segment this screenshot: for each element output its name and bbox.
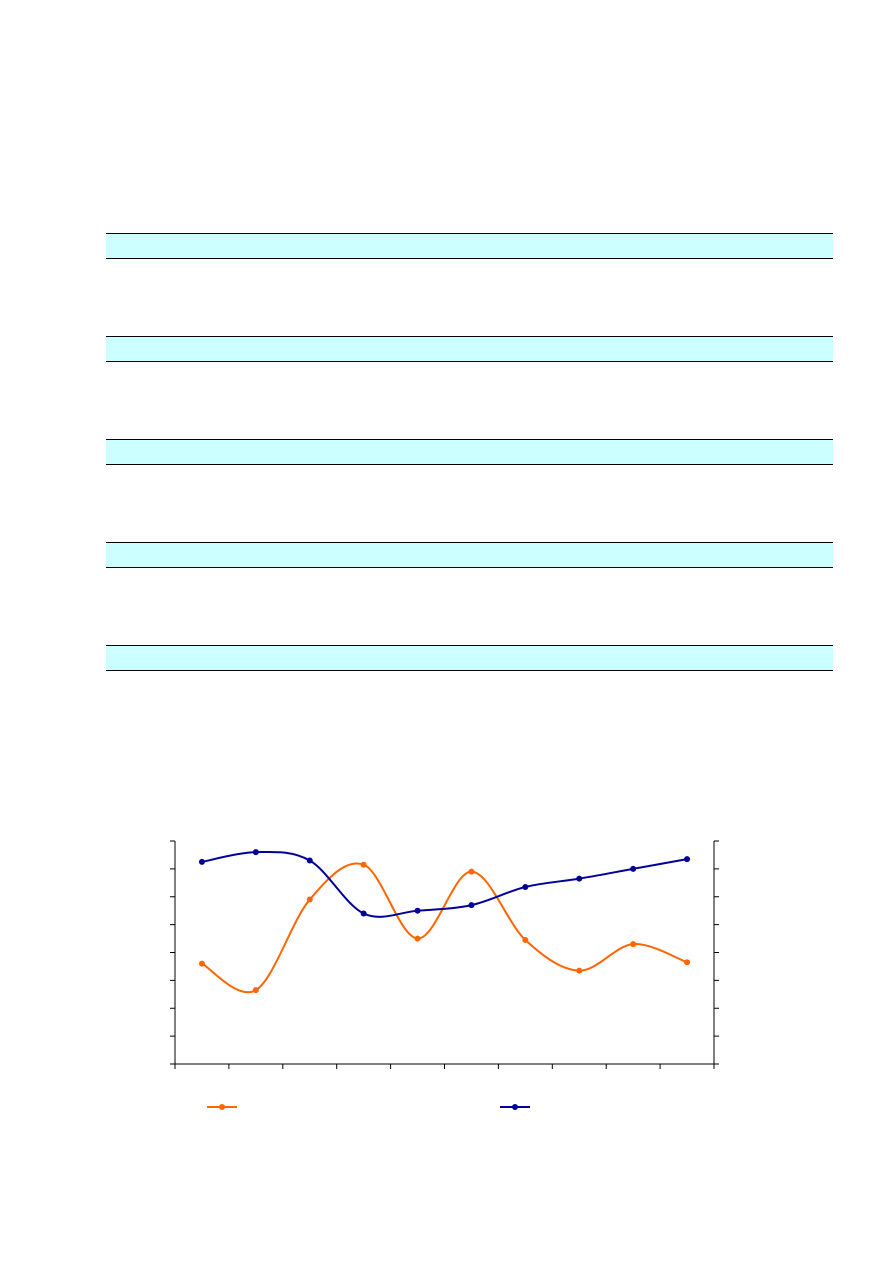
table-header-band <box>106 542 833 568</box>
series-line <box>201 862 688 994</box>
data-point <box>468 868 475 875</box>
table-header-band <box>106 336 833 362</box>
table-header-band <box>106 439 833 465</box>
data-point <box>684 856 691 863</box>
data-point <box>468 902 475 909</box>
table-header-band <box>106 233 833 259</box>
data-point <box>522 936 529 943</box>
data-point <box>198 960 205 967</box>
data-point <box>684 959 691 966</box>
legend-marker <box>512 1104 518 1110</box>
data-point <box>252 849 259 856</box>
data-point <box>522 883 529 890</box>
data-point <box>306 896 313 903</box>
data-point <box>630 865 637 872</box>
data-point <box>576 967 583 974</box>
data-point <box>414 907 421 914</box>
data-point <box>252 987 259 994</box>
data-point <box>576 875 583 882</box>
legend-marker <box>219 1104 225 1110</box>
data-point <box>414 935 421 942</box>
table-header-band <box>106 645 833 671</box>
data-point <box>360 910 367 917</box>
data-point <box>198 858 205 865</box>
data-point <box>630 941 637 948</box>
data-point <box>360 861 367 868</box>
data-point <box>306 857 313 864</box>
series-line <box>201 850 688 918</box>
